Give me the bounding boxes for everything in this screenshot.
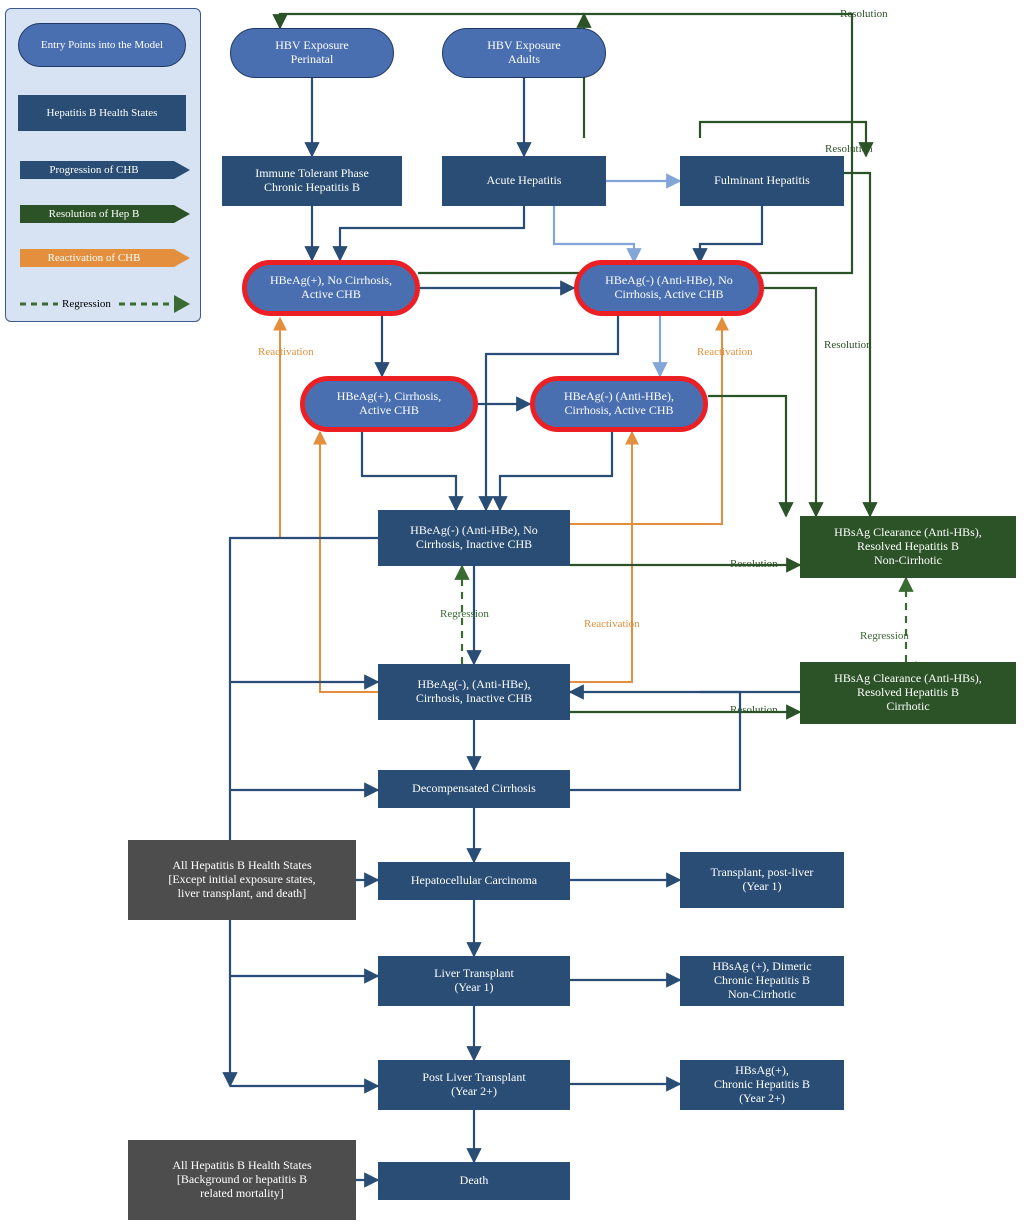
node-label: Fulminant Hepatitis xyxy=(714,174,810,188)
node-label: HBV ExposurePerinatal xyxy=(275,39,348,67)
edge-progress xyxy=(570,692,740,790)
node-label: HBsAg (+), DimericChronic Hepatitis BNon… xyxy=(712,960,811,1001)
node-label: HBeAg(+), Cirrhosis,Active CHB xyxy=(337,390,441,418)
legend-arrow-row: Progression of CHB xyxy=(18,157,190,183)
node-label: HBsAg Clearance (Anti-HBs),Resolved Hepa… xyxy=(834,672,982,713)
node-immune_tolerant: Immune Tolerant PhaseChronic Hepatitis B xyxy=(222,156,402,206)
node-chb_neg_cirr: HBeAg(-) (Anti-HBe),Cirrhosis, Active CH… xyxy=(530,376,708,432)
edge-progress xyxy=(230,538,378,1086)
node-chb_pos_nocirr: HBeAg(+), No Cirrhosis,Active CHB xyxy=(242,260,420,316)
node-chronic_b_c: HBsAg(+),Chronic Hepatitis B(Year 2+) xyxy=(680,1060,844,1110)
node-chb_pos_cirr: HBeAg(+), Cirrhosis,Active CHB xyxy=(300,376,478,432)
edge-label-resol_inact2: Resolution xyxy=(730,704,778,716)
node-label: HBeAg(+), No Cirrhosis,Active CHB xyxy=(270,274,392,302)
edge-label-resol_top: Resolution xyxy=(840,8,888,20)
node-note_hcc: All Hepatitis B Health States[Except ini… xyxy=(128,840,356,920)
node-label: HBeAg(-) (Anti-HBe),Cirrhosis, Active CH… xyxy=(564,390,674,418)
node-label: Death xyxy=(460,1174,489,1188)
edge-label-resol_right_long: Resolution xyxy=(825,143,873,155)
edge-label-react2: Reactivation xyxy=(697,346,753,358)
node-label: Decompensated Cirrhosis xyxy=(412,782,536,796)
node-label: HBeAg(-) (Anti-HBe), NoCirrhosis, Active… xyxy=(605,274,733,302)
legend-states-label: Hepatitis B Health States xyxy=(47,107,158,119)
legend-box: Entry Points into the Model Hepatitis B H… xyxy=(5,8,201,322)
node-acute: Acute Hepatitis xyxy=(442,156,606,206)
node-label: Immune Tolerant PhaseChronic Hepatitis B xyxy=(255,167,369,195)
node-label: HBsAg(+),Chronic Hepatitis B(Year 2+) xyxy=(714,1064,810,1105)
node-label: Transplant, post-liver(Year 1) xyxy=(711,866,814,894)
legend-states-box: Hepatitis B Health States xyxy=(18,95,186,131)
diagram-canvas: Entry Points into the Model Hepatitis B H… xyxy=(0,0,1024,1230)
node-exp_perinatal: HBV ExposurePerinatal xyxy=(230,28,394,78)
node-label: HBeAg(-), (Anti-HBe),Cirrhosis, Inactive… xyxy=(416,678,532,706)
legend-arrow-label: Reactivation of CHB xyxy=(18,245,170,271)
legend-entry-label: Entry Points into the Model xyxy=(41,39,163,51)
node-label: HBeAg(-) (Anti-HBe), NoCirrhosis, Inacti… xyxy=(410,524,538,552)
node-chronic_b_nc: HBsAg (+), DimericChronic Hepatitis BNon… xyxy=(680,956,844,1006)
node-lt_y2: Post Liver Transplant(Year 2+) xyxy=(378,1060,570,1110)
node-decomp: Decompensated Cirrhosis xyxy=(378,770,570,808)
node-label: All Hepatitis B Health States[Background… xyxy=(172,1159,311,1200)
edge-progress xyxy=(500,432,612,510)
node-label: HBsAg Clearance (Anti-HBs),Resolved Hepa… xyxy=(834,526,982,567)
edge-resolution xyxy=(764,288,816,516)
legend-arrow-row: Resolution of Hep B xyxy=(18,201,190,227)
node-chb_neg_nocirr: HBeAg(-) (Anti-HBe), NoCirrhosis, Active… xyxy=(574,260,764,316)
node-fulminant: Fulminant Hepatitis xyxy=(680,156,844,206)
edge-label-resol_mid: Resolution xyxy=(824,339,872,351)
node-note_death: All Hepatitis B Health States[Background… xyxy=(128,1140,356,1220)
edge-resolution xyxy=(708,396,786,516)
legend-arrow-row: Regression xyxy=(18,291,190,317)
legend-arrow-label: Regression xyxy=(58,291,115,317)
edge-label-resol_inact1: Resolution xyxy=(730,558,778,570)
node-label: Liver Transplant(Year 1) xyxy=(434,967,514,995)
node-hcc: Hepatocellular Carcinoma xyxy=(378,862,570,900)
edge-progress xyxy=(700,206,762,262)
node-label: All Hepatitis B Health States[Except ini… xyxy=(168,859,315,900)
node-inactive_cirr: HBeAg(-), (Anti-HBe),Cirrhosis, Inactive… xyxy=(378,664,570,720)
edge-label-react3: Reactivation xyxy=(584,618,640,630)
edge-light xyxy=(554,206,634,262)
node-label: Hepatocellular Carcinoma xyxy=(411,874,537,888)
node-death: Death xyxy=(378,1162,570,1200)
node-label: HBV ExposureAdults xyxy=(487,39,560,67)
node-resolved_noncirr: HBsAg Clearance (Anti-HBs),Resolved Hepa… xyxy=(800,516,1016,578)
legend-entry-pill: Entry Points into the Model xyxy=(18,23,186,67)
node-lt_post_liver: Transplant, post-liver(Year 1) xyxy=(680,852,844,908)
edge-progress xyxy=(362,432,456,510)
legend-arrow-label: Resolution of Hep B xyxy=(18,201,170,227)
node-exp_adults: HBV ExposureAdults xyxy=(442,28,606,78)
node-lt_y1: Liver Transplant(Year 1) xyxy=(378,956,570,1006)
edge-progress xyxy=(340,206,524,260)
node-label: Acute Hepatitis xyxy=(487,174,562,188)
node-inactive_nocirr: HBeAg(-) (Anti-HBe), NoCirrhosis, Inacti… xyxy=(378,510,570,566)
edge-label-regress1: Regression xyxy=(440,608,489,620)
legend-arrow-row: Reactivation of CHB xyxy=(18,245,190,271)
legend-arrow-label: Progression of CHB xyxy=(18,157,170,183)
node-resolved_cirr: HBsAg Clearance (Anti-HBs),Resolved Hepa… xyxy=(800,662,1016,724)
node-label: Post Liver Transplant(Year 2+) xyxy=(422,1071,525,1099)
edge-label-regress2: Regression xyxy=(860,630,909,642)
edge-reactivate xyxy=(564,432,632,682)
edge-label-react1: Reactivation xyxy=(258,346,314,358)
